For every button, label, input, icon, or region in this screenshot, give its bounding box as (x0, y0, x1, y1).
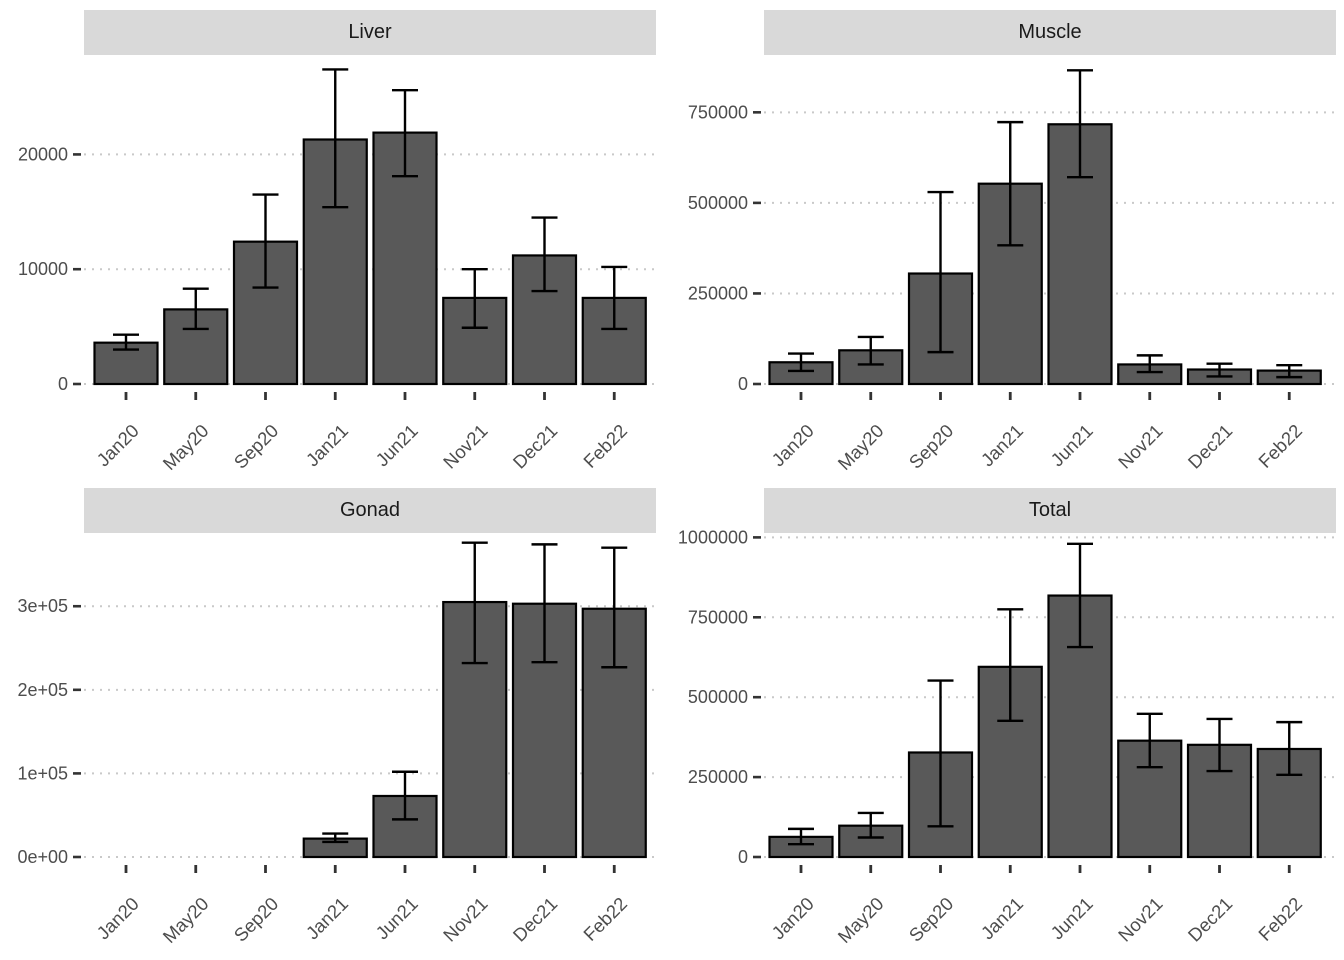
chart-total: 0 250000 500000 750000 1000000 Jan20 May20 Sep2… (678, 527, 1336, 947)
facet-strip-gonad: Gonad (84, 488, 656, 533)
y-tick-label-total: 250000 (688, 767, 748, 787)
y-tick-label-total: 500000 (688, 687, 748, 707)
y-tick-label-liver: 0 (58, 374, 68, 394)
x-tick-label-total-Jan20: Jan20 (767, 893, 817, 943)
x-tick-label-gonad-Nov21: Nov21 (439, 893, 492, 946)
panel-liver: Liver 0 10000 20000 Jan20 May20 Sep20 Jan21 Jun… (0, 0, 672, 480)
x-tick-label-total-Sep20: Sep20 (905, 893, 958, 946)
x-tick-label-liver-May20: May20 (158, 420, 212, 474)
facet-strip-total: Total (764, 488, 1336, 533)
y-tick-label-gonad: 1e+05 (17, 763, 68, 783)
panel-total: Total 0 250000 500000 750000 1000000 Jan20 May… (672, 480, 1344, 960)
x-tick-label-gonad-May20: May20 (158, 893, 212, 947)
facet-title-total: Total (1028, 499, 1072, 521)
chart-muscle: 0 250000 500000 750000 Jan20 May20 Sep20 Jan21 J… (688, 69, 1336, 474)
facet-strip-liver: Liver (84, 10, 656, 55)
y-tick-label-muscle: 0 (738, 374, 748, 394)
x-tick-label-gonad-Jan21: Jan21 (302, 893, 352, 943)
x-tick-label-liver-Feb22: Feb22 (579, 420, 631, 472)
y-tick-label-gonad: 2e+05 (17, 680, 68, 700)
facet-strip-muscle: Muscle (764, 10, 1336, 55)
panel-gonad: Gonad 0e+00 1e+05 2e+05 3e+05 Jan20 May20 Sep2… (0, 480, 672, 960)
x-tick-label-total-Jan21: Jan21 (977, 893, 1027, 943)
x-tick-label-muscle-Dec21: Dec21 (1184, 420, 1237, 473)
x-tick-label-gonad-Feb22: Feb22 (579, 893, 631, 945)
x-tick-label-muscle-Nov21: Nov21 (1114, 420, 1167, 473)
x-tick-label-total-Jun21: Jun21 (1046, 893, 1096, 943)
x-tick-label-total-Feb22: Feb22 (1254, 893, 1306, 945)
x-tick-label-muscle-Jun21: Jun21 (1046, 420, 1096, 470)
y-tick-label-muscle: 750000 (688, 102, 748, 122)
x-tick-label-muscle-Sep20: Sep20 (905, 420, 958, 473)
x-tick-label-liver-Jun21: Jun21 (371, 420, 421, 470)
y-tick-label-gonad: 3e+05 (17, 596, 68, 616)
chart-gonad: 0e+00 1e+05 2e+05 3e+05 Jan20 May20 Sep20 Jan21… (17, 541, 656, 947)
facet-title-muscle: Muscle (1018, 21, 1082, 43)
y-tick-label-total: 0 (738, 847, 748, 867)
x-tick-label-total-Dec21: Dec21 (1184, 893, 1237, 946)
y-tick-label-gonad: 0e+00 (17, 847, 68, 867)
bar-gonad-Jun21 (372, 794, 438, 859)
x-tick-label-liver-Sep20: Sep20 (230, 420, 283, 473)
y-tick-label-liver: 20000 (18, 144, 68, 164)
x-tick-label-total-May20: May20 (833, 893, 887, 947)
x-tick-label-gonad-Dec21: Dec21 (509, 893, 562, 946)
x-tick-label-liver-Jan21: Jan21 (302, 420, 352, 470)
x-tick-label-muscle-Feb22: Feb22 (1254, 420, 1306, 472)
y-tick-label-total: 750000 (688, 607, 748, 627)
y-tick-label-liver: 10000 (18, 259, 68, 279)
x-tick-label-gonad-Jun21: Jun21 (371, 893, 421, 943)
y-tick-label-total: 1000000 (678, 527, 748, 547)
x-tick-label-muscle-Jan20: Jan20 (767, 420, 817, 470)
chart-liver: 0 10000 20000 Jan20 May20 Sep20 Jan21 Jun21 Nov2… (18, 68, 656, 474)
x-tick-label-liver-Dec21: Dec21 (509, 420, 562, 473)
y-tick-label-muscle: 250000 (688, 283, 748, 303)
x-tick-label-total-Nov21: Nov21 (1114, 893, 1167, 946)
panel-muscle: Muscle 0 250000 500000 750000 Jan20 May20 Sep2… (672, 0, 1344, 480)
y-tick-label-muscle: 500000 (688, 193, 748, 213)
x-tick-label-muscle-Jan21: Jan21 (977, 420, 1027, 470)
x-tick-label-liver-Jan20: Jan20 (92, 420, 142, 470)
x-tick-label-muscle-May20: May20 (833, 420, 887, 474)
x-tick-label-gonad-Sep20: Sep20 (230, 893, 283, 946)
facet-title-gonad: Gonad (339, 499, 401, 521)
facet-title-liver: Liver (348, 21, 392, 43)
x-tick-label-liver-Nov21: Nov21 (439, 420, 492, 473)
x-tick-label-gonad-Jan20: Jan20 (92, 893, 142, 943)
